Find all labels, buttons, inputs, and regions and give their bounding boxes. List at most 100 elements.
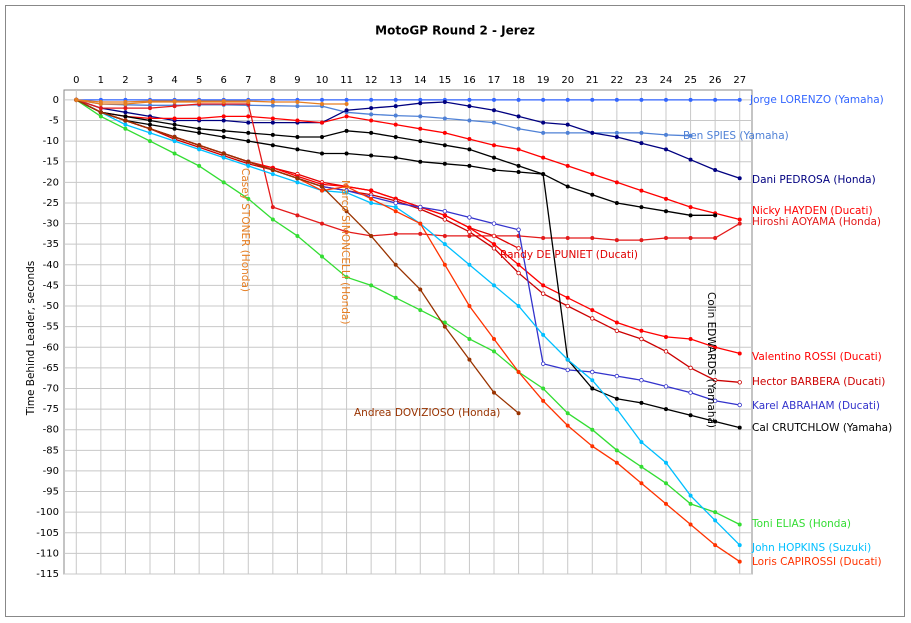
data-point: [467, 163, 472, 168]
data-point: [541, 398, 546, 403]
data-point: [516, 246, 521, 251]
y-tick-label: -45: [43, 280, 59, 291]
data-point: [74, 97, 79, 102]
data-point: [123, 114, 128, 119]
y-tick-label: -80: [43, 425, 59, 436]
x-tick-label: 5: [196, 75, 202, 86]
data-point: [467, 225, 472, 230]
data-point: [664, 132, 669, 137]
x-tick-label: 18: [512, 75, 525, 86]
data-point: [172, 139, 177, 144]
data-point: [442, 209, 448, 214]
data-point: [688, 213, 693, 218]
data-point: [516, 147, 521, 152]
data-point: [664, 334, 669, 339]
series-line: [75, 99, 740, 526]
y-tick-label: -50: [43, 301, 59, 312]
data-point: [123, 118, 128, 123]
y-tick-label: -55: [43, 322, 59, 333]
data-point: [688, 236, 693, 241]
data-point: [467, 233, 472, 238]
data-point: [442, 213, 447, 218]
data-point: [516, 304, 521, 309]
data-point: [565, 130, 570, 135]
data-point: [737, 221, 742, 226]
x-tick-label: 17: [488, 75, 501, 86]
data-point: [540, 361, 546, 366]
data-point: [442, 262, 447, 267]
data-point: [516, 270, 521, 276]
series-line: [76, 99, 740, 221]
data-point: [369, 196, 374, 201]
data-point: [614, 407, 619, 412]
y-tick-label: -5: [49, 116, 59, 127]
data-point: [172, 122, 177, 127]
data-point: [442, 161, 447, 166]
y-tick-label: -110: [36, 548, 59, 559]
data-point: [516, 262, 521, 267]
data-point: [565, 97, 570, 102]
data-point: [319, 254, 324, 259]
data-point: [614, 373, 620, 379]
data-point: [688, 522, 693, 527]
data-point: [565, 423, 570, 428]
data-point: [369, 283, 374, 288]
data-point: [590, 192, 595, 197]
data-point: [737, 97, 742, 102]
data-point: [639, 97, 644, 102]
data-point: [565, 357, 570, 362]
data-point: [123, 126, 128, 131]
data-point: [418, 204, 423, 210]
data-point: [541, 172, 546, 177]
data-point: [639, 238, 644, 243]
y-tick-label: -90: [43, 466, 59, 477]
data-point: [147, 122, 152, 127]
data-point: [590, 308, 595, 313]
data-point: [614, 238, 619, 243]
data-point: [467, 262, 472, 267]
data-point: [418, 126, 423, 131]
data-point: [418, 101, 423, 106]
data-point: [123, 106, 128, 111]
data-point: [491, 390, 496, 395]
data-point: [393, 122, 398, 127]
data-point: [541, 236, 546, 241]
series-line: [76, 99, 741, 241]
data-point: [172, 99, 177, 104]
chart-title: MotoGP Round 2 - Jerez: [375, 24, 535, 38]
data-point: [369, 153, 374, 158]
data-point: [221, 128, 226, 133]
data-point: [664, 460, 669, 465]
data-point: [491, 242, 496, 247]
data-point: [541, 155, 546, 160]
data-point: [664, 147, 669, 152]
x-tick-label: 1: [98, 75, 104, 86]
x-tick-label: 11: [340, 75, 353, 86]
data-point: [270, 116, 275, 121]
data-point: [295, 233, 300, 238]
x-tick-label: 10: [316, 75, 329, 86]
data-point: [467, 215, 472, 220]
x-tick-label: 8: [270, 75, 276, 86]
data-point: [590, 444, 595, 449]
x-tick-label: 4: [171, 75, 177, 86]
data-point: [737, 543, 742, 548]
data-point: [319, 151, 324, 156]
data-point: [393, 205, 398, 210]
data-point: [221, 114, 226, 119]
data-point: [147, 118, 152, 123]
series-label: Dani PEDROSA (Honda): [752, 174, 876, 186]
data-point: [319, 134, 324, 139]
data-point: [344, 108, 349, 113]
data-point: [369, 97, 374, 102]
data-point: [123, 99, 128, 104]
data-point: [713, 213, 718, 218]
data-point: [197, 130, 202, 135]
series-label: Nicky HAYDEN (Ducati): [752, 205, 873, 217]
data-point: [369, 112, 374, 117]
data-point: [147, 139, 152, 144]
data-point: [639, 336, 644, 342]
data-point: [614, 328, 620, 333]
data-point: [614, 320, 619, 325]
data-point: [344, 209, 349, 214]
